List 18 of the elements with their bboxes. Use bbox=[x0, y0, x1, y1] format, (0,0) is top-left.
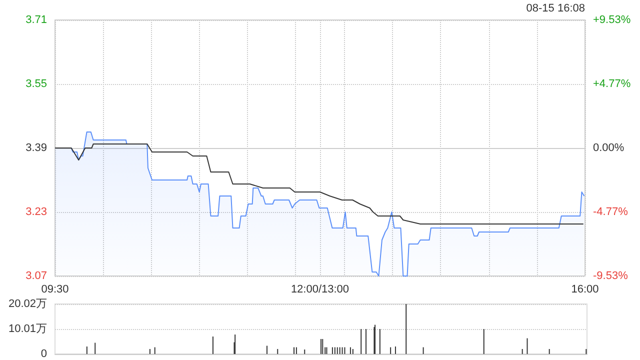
x-tick-label: 09:30 bbox=[41, 284, 69, 296]
y2-tick-label: +9.53% bbox=[593, 14, 631, 26]
y-tick-label: 3.71 bbox=[26, 14, 47, 26]
y2-tick-label: -4.77% bbox=[593, 206, 628, 218]
y-tick-label: 0 bbox=[40, 348, 47, 360]
y2-tick-label: 0.00% bbox=[593, 142, 624, 154]
y-tick-label: 3.55 bbox=[26, 78, 47, 90]
y-tick-label: 10.01万 bbox=[8, 323, 47, 335]
x-tick-label: 12:00/13:00 bbox=[290, 284, 350, 296]
y-tick-label: 3.23 bbox=[26, 206, 47, 218]
y-tick-label: 20.02万 bbox=[8, 298, 47, 310]
y-tick-label: 3.07 bbox=[26, 270, 47, 282]
y2-tick-label: +4.77% bbox=[593, 78, 631, 90]
y2-tick-label: -9.53% bbox=[593, 270, 628, 282]
line-series bbox=[54, 144, 584, 224]
text: 08-15 16:08 bbox=[526, 2, 585, 14]
x-tick-label: 16:00 bbox=[571, 284, 599, 296]
y-tick-label: 3.39 bbox=[26, 142, 47, 154]
